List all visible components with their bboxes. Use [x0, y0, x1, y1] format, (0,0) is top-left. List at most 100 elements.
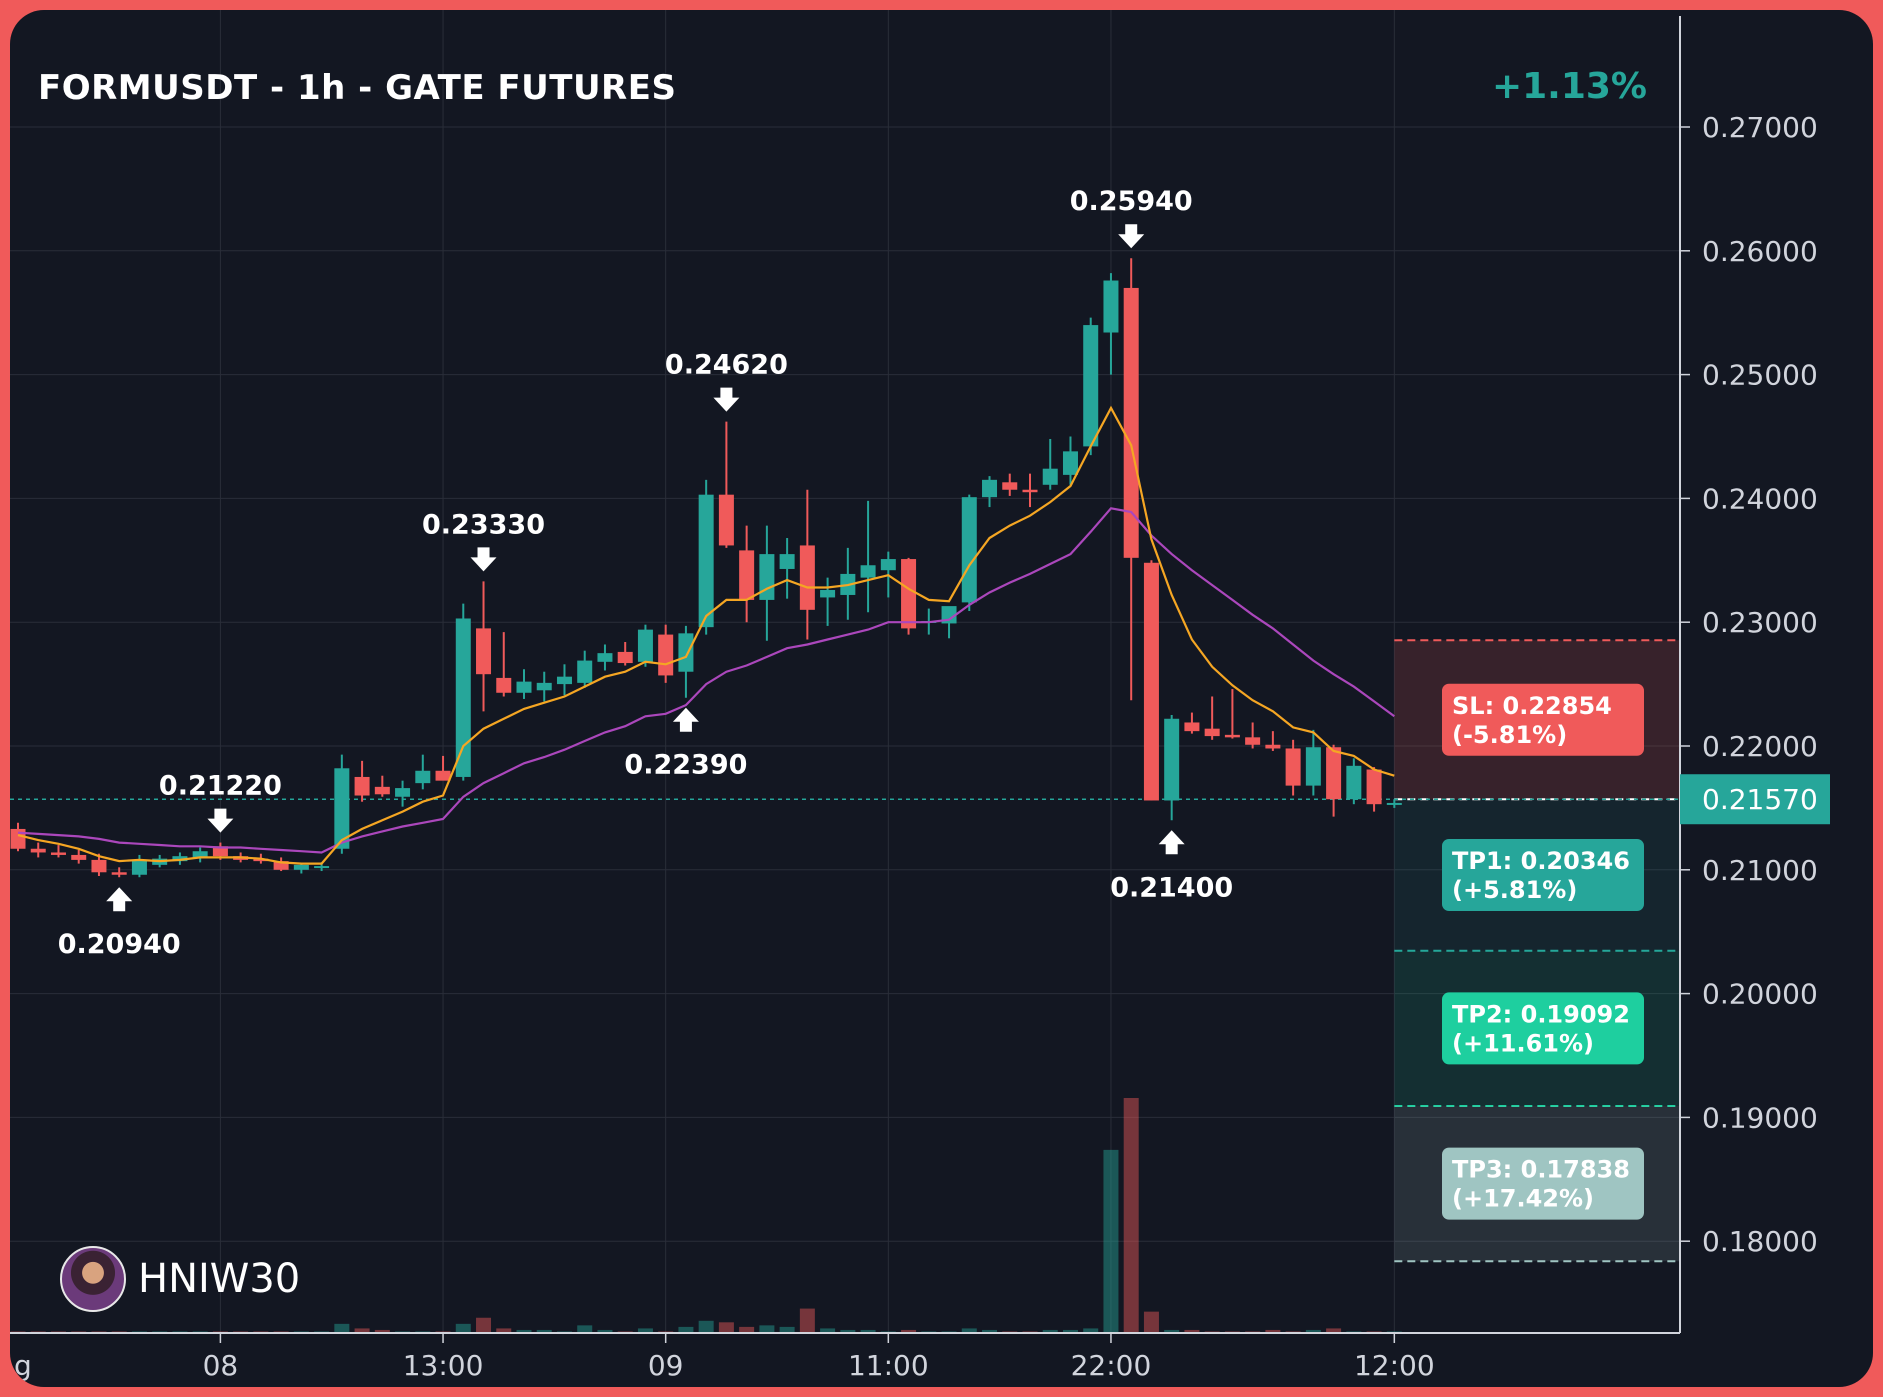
candle-body: [1386, 802, 1402, 805]
candle-body: [131, 859, 147, 875]
current-price-badge: [1680, 774, 1830, 825]
volume-bar: [840, 1329, 856, 1333]
candle-body: [1042, 468, 1058, 485]
annotation-arrow-icon: [672, 707, 699, 732]
level-label: TP1: 0.20346: [1452, 847, 1630, 875]
annotation-arrow-icon: [713, 387, 740, 412]
volume-bar: [374, 1329, 390, 1333]
volume-bar: [860, 1329, 876, 1333]
candle-body: [577, 660, 593, 683]
volume-bar: [476, 1317, 492, 1333]
y-tick-label: 0.27000: [1702, 111, 1818, 144]
x-tick-label: 12:00: [1354, 1349, 1435, 1382]
ema-slow-line: [17, 507, 1395, 854]
volume-bar: [799, 1308, 815, 1333]
level-box-tp1: [1442, 838, 1644, 911]
annotation-arrow-icon: [1118, 224, 1145, 249]
volume-bar: [678, 1326, 694, 1333]
watermark: HNIW30: [60, 1246, 300, 1312]
y-tick-label: 0.19000: [1702, 1101, 1818, 1134]
candle-body: [1164, 718, 1180, 801]
candle-body: [698, 494, 714, 628]
candle-body: [455, 618, 471, 777]
candle-body: [91, 859, 107, 873]
volume-bar: [1042, 1329, 1058, 1333]
candle-body: [273, 861, 289, 870]
candle-body: [739, 550, 755, 600]
candle-body: [536, 682, 552, 691]
annotation-arrow-icon: [207, 808, 234, 833]
candle-body: [334, 768, 350, 849]
candlestick-chart[interactable]: 0.20940 0.21220 0.23330 0.24620 0.22390 0.259…: [10, 10, 1873, 1387]
level-pct: (+17.42%): [1452, 1185, 1594, 1213]
current-price-label: 0.21570: [1702, 783, 1818, 816]
level-label: TP3: 0.17838: [1452, 1156, 1630, 1184]
candle-body: [1083, 325, 1099, 447]
candle-body: [395, 788, 411, 797]
candle-body: [293, 864, 309, 870]
volume-bar: [455, 1323, 471, 1333]
chart-title: FORMUSDT - 1h - GATE FUTURES: [38, 68, 677, 108]
annotation-label: 0.25940: [1070, 186, 1193, 217]
annotation-label: 0.21220: [159, 771, 282, 802]
candle-body: [820, 590, 836, 598]
candle-body: [1143, 562, 1159, 801]
annotation-arrow-icon: [106, 887, 133, 912]
y-tick-label: 0.21000: [1702, 854, 1818, 887]
candle-body: [71, 854, 87, 860]
candle-body: [516, 681, 532, 693]
volume-bar: [577, 1325, 593, 1333]
level-pct: (-5.81%): [1452, 721, 1567, 749]
candle-body: [880, 559, 896, 571]
candle-body: [860, 565, 876, 578]
candle-body: [982, 479, 998, 498]
candle-body: [1245, 737, 1261, 745]
candle-body: [1204, 728, 1220, 737]
level-pct: (+11.61%): [1452, 1029, 1594, 1057]
candle-body: [212, 846, 228, 857]
annotation-label: 0.24620: [665, 350, 788, 381]
candle-body: [415, 770, 431, 784]
volume-bar: [354, 1328, 370, 1333]
candle-body: [1224, 734, 1240, 738]
volume-bar: [901, 1329, 917, 1333]
x-tick-label: 08: [203, 1349, 239, 1382]
candle-body: [1305, 747, 1321, 786]
candle-body: [617, 651, 633, 664]
annotation-arrow-icon: [1158, 830, 1185, 855]
avatar-icon: [60, 1246, 126, 1312]
candle-body: [1346, 765, 1362, 800]
candle-body: [374, 786, 390, 795]
volume-bar: [1184, 1329, 1200, 1333]
candle-body: [314, 866, 330, 869]
candle-body: [1123, 287, 1139, 558]
candle-body: [1022, 489, 1038, 493]
candle-body: [1265, 744, 1281, 749]
candle-body: [435, 770, 451, 781]
y-tick-label: 0.25000: [1702, 359, 1818, 392]
x-tick-label: 11:00: [848, 1349, 929, 1382]
volume-bar: [516, 1329, 532, 1333]
axes: 0.18000 0.19000 0.20000 0.21000 0.22000 0.230…: [10, 16, 1830, 1382]
candle-body: [597, 653, 613, 662]
candle-body: [637, 629, 653, 662]
candle-body: [354, 776, 370, 796]
volume-bar: [1123, 1098, 1139, 1333]
candle-body: [496, 677, 512, 693]
candle-body: [1103, 280, 1119, 333]
candle-body: [759, 554, 775, 600]
candle-body: [1002, 482, 1018, 490]
volume-bar: [739, 1326, 755, 1333]
candle-body: [1326, 747, 1342, 800]
candle-body: [961, 497, 977, 603]
y-tick-label: 0.23000: [1702, 606, 1818, 639]
volume-bar: [1103, 1149, 1119, 1333]
y-tick-label: 0.24000: [1702, 482, 1818, 515]
x-tick-label: 09: [648, 1349, 684, 1382]
candle-body: [1366, 769, 1382, 805]
level-labels: SL: 0.22854(-5.81%) TP1: 0.20346(+5.81%) T…: [1442, 683, 1644, 1220]
ema-fast-line: [17, 405, 1395, 865]
annotation-label: 0.20940: [58, 929, 181, 960]
annotation-arrow-icon: [470, 547, 497, 572]
candle-body: [779, 554, 795, 569]
